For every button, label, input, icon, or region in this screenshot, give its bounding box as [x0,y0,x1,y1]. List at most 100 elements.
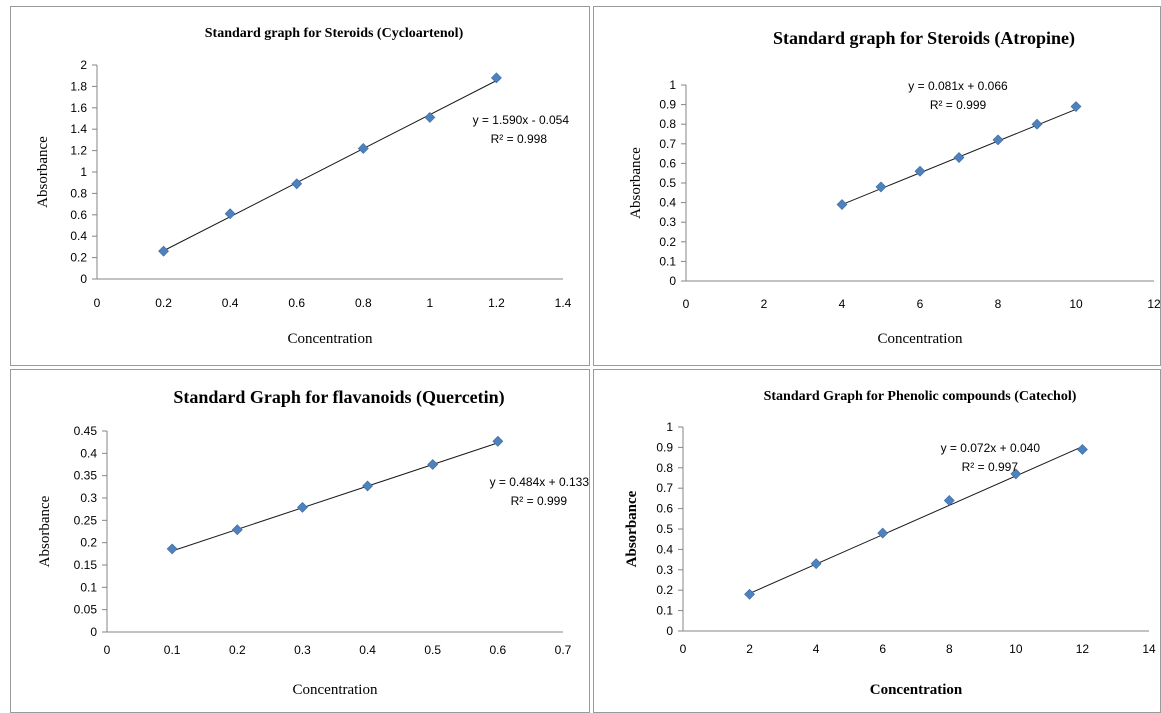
y-tick-label: 1.2 [70,144,87,158]
x-tick-label: 6 [879,642,886,656]
y-tick-label: 0.9 [656,440,673,454]
data-point [492,435,504,447]
trendline [171,442,499,552]
data-point [992,134,1004,146]
y-axis-title: Absorbance [35,136,51,208]
y-tick-label: 0.8 [656,461,673,475]
data-point [953,152,965,163]
x-tick-label: 0.6 [490,643,507,657]
y-tick-label: 1.6 [70,101,87,115]
y-tick-label: 0.6 [656,502,673,516]
x-axis-title: Concentration [870,682,963,698]
x-tick-label: 2 [761,297,768,311]
x-tick-label: 0 [94,296,101,310]
y-tick-label: 1 [80,165,87,179]
y-tick-label: 0.15 [74,558,98,572]
data-point [297,501,308,513]
x-tick-label: 4 [839,297,846,311]
y-tick-label: 0.8 [70,186,87,200]
x-axis-title: Concentration [288,331,373,347]
x-tick-label: 10 [1009,642,1023,656]
data-point [1010,468,1022,480]
y-tick-label: 0.2 [656,583,673,597]
y-tick-label: 0.2 [70,251,87,265]
y-tick-label: 0 [669,274,676,288]
chart-panel-quercetin: Standard Graph for flavanoids (Quercetin… [10,369,590,713]
y-tick-label: 1.8 [70,79,87,93]
y-tick-label: 0.4 [656,542,673,556]
data-point [291,178,303,190]
chart-title: Standard graph for Steroids (Atropine) [773,28,1075,49]
chart-svg-quercetin: Standard Graph for flavanoids (Quercetin… [37,387,589,698]
x-tick-label: 0.3 [294,643,311,657]
x-tick-label: 0.5 [424,643,441,657]
x-tick-label: 4 [813,642,820,656]
r-squared-label: R² = 0.999 [511,494,568,508]
y-tick-label: 0.1 [80,580,97,594]
chart-svg-cycloartenol: Standard graph for Steroids (Cycloarteno… [35,26,572,347]
x-tick-label: 1.4 [555,296,572,310]
y-axis-title: Absorbance [624,490,640,567]
chart-svg-catechol: Standard Graph for Phenolic compounds (C… [624,389,1156,698]
y-tick-label: 0 [666,624,673,638]
x-tick-label: 8 [995,297,1002,311]
data-point [231,524,243,536]
y-tick-label: 0.35 [74,469,98,483]
y-tick-label: 0.4 [659,196,676,210]
y-tick-label: 0.4 [80,446,97,460]
data-point [914,165,926,177]
y-tick-label: 0.1 [659,254,676,268]
x-tick-label: 0.4 [222,296,239,310]
data-point [424,112,436,123]
trendline-equation: y = 1.590x - 0.054 [473,113,570,127]
chart-panel-cycloartenol: Standard graph for Steroids (Cycloarteno… [10,6,590,366]
x-tick-label: 0.1 [164,643,181,657]
x-tick-label: 1.2 [488,296,505,310]
y-tick-label: 0.25 [74,513,98,527]
chart-panel-catechol: Standard Graph for Phenolic compounds (C… [593,369,1161,713]
data-point [357,143,369,154]
x-axis-title: Concentration [293,682,378,698]
data-point [1031,118,1043,130]
r-squared-label: R² = 0.997 [962,460,1019,474]
data-point [158,245,169,257]
x-tick-label: 12 [1076,642,1090,656]
y-tick-label: 0.6 [70,208,87,222]
y-tick-label: 0.6 [659,156,676,170]
x-axis-title: Concentration [878,331,963,347]
data-point [166,543,178,555]
data-point [875,181,887,193]
y-tick-label: 0.8 [659,117,676,131]
trendline [163,80,497,252]
x-tick-label: 2 [746,642,753,656]
y-axis-title: Absorbance [628,147,644,219]
data-point [224,208,236,220]
y-tick-label: 0.5 [656,522,673,536]
x-tick-label: 0.6 [288,296,305,310]
y-axis-title: Absorbance [37,495,53,567]
y-tick-label: 0.9 [659,98,676,112]
trendline-equation: y = 0.072x + 0.040 [941,441,1041,455]
y-tick-label: 0 [80,272,87,286]
x-tick-label: 0.4 [359,643,376,657]
r-squared-label: R² = 0.998 [491,132,548,146]
trendline [749,446,1083,594]
data-point [877,527,889,539]
x-tick-label: 0.7 [555,643,572,657]
y-tick-label: 0.5 [659,176,676,190]
y-tick-label: 0.7 [656,481,673,495]
data-point [491,72,502,84]
y-tick-label: 0.45 [74,424,98,438]
x-tick-label: 0 [680,642,687,656]
y-tick-label: 0.3 [656,563,673,577]
data-point [836,199,848,210]
y-tick-label: 0.2 [659,235,676,249]
x-tick-label: 14 [1142,642,1156,656]
chart-svg-atropine: Standard graph for Steroids (Atropine) 0 0… [628,28,1160,347]
trendline-equation: y = 0.081x + 0.066 [908,79,1008,93]
chart-title: Standard graph for Steroids (Cycloarteno… [205,26,464,41]
x-tick-label: 0.2 [229,643,246,657]
x-tick-label: 0 [104,643,111,657]
x-tick-label: 1 [427,296,434,310]
data-point [1070,101,1082,112]
